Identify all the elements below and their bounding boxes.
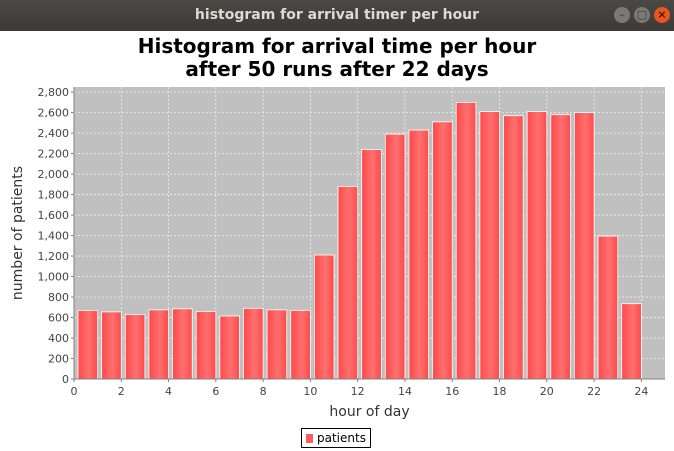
x-tick-label: 18 [493, 385, 507, 398]
x-tick-label: 22 [587, 385, 601, 398]
histogram-bar [172, 308, 193, 380]
histogram-bar [597, 235, 619, 380]
legend: patients [301, 428, 371, 448]
histogram-bar [101, 311, 122, 380]
x-tick-label: 24 [634, 385, 648, 398]
x-tick-label: 12 [351, 385, 365, 398]
histogram-bar [432, 121, 453, 380]
histogram-bar [77, 309, 99, 380]
window-titlebar[interactable]: histogram for arrival timer per hour – □… [0, 0, 674, 31]
chart-title-line-2: after 50 runs after 22 days [185, 57, 489, 81]
histogram-bar [621, 303, 642, 380]
x-tick-label: 6 [212, 385, 219, 398]
histogram-bar [455, 101, 477, 380]
legend-label: patients [317, 431, 366, 445]
x-axis-label: hour of day [329, 404, 409, 420]
y-tick-label: 2,000 [38, 168, 70, 181]
histogram-bar [313, 254, 335, 380]
histogram-bar [408, 129, 429, 380]
y-tick-label: 1,400 [38, 230, 70, 243]
histogram-bar [290, 309, 311, 380]
y-tick-label: 1,800 [38, 189, 70, 202]
x-tick-label: 4 [165, 385, 172, 398]
histogram-bar [550, 114, 571, 380]
histogram-bar [361, 149, 382, 380]
y-tick-label: 1,600 [38, 209, 70, 222]
histogram-bar [384, 133, 406, 380]
y-tick-label: 600 [48, 312, 69, 325]
histogram-bar [219, 315, 240, 380]
x-tick-label: 10 [303, 385, 317, 398]
x-tick-label: 0 [71, 385, 78, 398]
histogram-bar [195, 310, 217, 380]
x-tick-label: 20 [540, 385, 554, 398]
y-axis-label: number of patients [10, 166, 26, 300]
chart-title-line-1: Histogram for arrival time per hour [137, 34, 537, 58]
histogram-bar [479, 111, 500, 380]
maximize-button[interactable]: □ [634, 7, 650, 23]
y-tick-label: 800 [48, 291, 69, 304]
y-tick-label: 2,800 [38, 86, 70, 99]
histogram-bar [148, 309, 169, 380]
histogram-bar [526, 111, 548, 380]
histogram-bar [337, 185, 359, 380]
x-tick-label: 16 [445, 385, 459, 398]
y-tick-label: 200 [48, 353, 69, 366]
histogram-bar [503, 115, 524, 380]
y-tick-label: 2,200 [38, 148, 70, 161]
histogram-bar [124, 314, 146, 380]
x-tick-label: 8 [260, 385, 267, 398]
y-tick-label: 0 [62, 373, 69, 386]
histogram-bar [266, 309, 288, 380]
y-tick-label: 2,600 [38, 107, 70, 120]
y-tick-label: 1,000 [38, 271, 70, 284]
legend-swatch [306, 434, 313, 443]
histogram-bar [574, 112, 595, 380]
y-tick-label: 2,400 [38, 127, 70, 140]
window-title: histogram for arrival timer per hour [194, 7, 480, 23]
x-tick-label: 14 [398, 385, 412, 398]
close-button[interactable]: × [654, 7, 670, 23]
y-tick-label: 400 [48, 332, 69, 345]
minimize-button[interactable]: – [614, 7, 630, 23]
x-tick-label: 2 [118, 385, 125, 398]
histogram-bar [243, 307, 264, 380]
y-tick-label: 1,200 [38, 250, 70, 263]
